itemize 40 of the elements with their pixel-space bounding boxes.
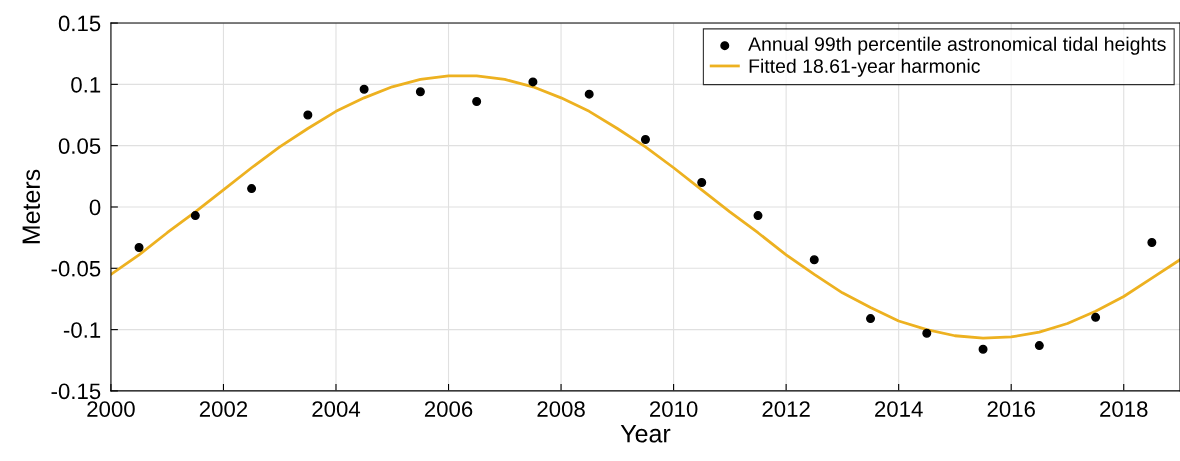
- legend-label: Fitted 18.61-year harmonic: [749, 58, 980, 77]
- point: [415, 87, 425, 97]
- point: [1034, 341, 1044, 351]
- x-tick-label: 2000: [87, 401, 135, 417]
- y-tick-label: 0.15: [58, 15, 101, 32]
- point: [359, 84, 369, 94]
- x-tick-label: 2002: [199, 401, 248, 417]
- point: [1091, 312, 1101, 322]
- y-tick-label: 0: [89, 199, 101, 216]
- point: [472, 97, 482, 107]
- point: [247, 184, 257, 194]
- point: [753, 211, 763, 221]
- point: [866, 314, 876, 324]
- y-tick-label: -0.1: [63, 322, 101, 338]
- point: [303, 110, 313, 120]
- x-tick-label: 2012: [762, 401, 810, 417]
- x-tick-label: 2014: [875, 401, 923, 417]
- x-axis-title: Year: [620, 425, 671, 443]
- x-tick-label: 2018: [1100, 401, 1148, 417]
- x-tick-label: 2008: [537, 401, 585, 417]
- y-tick-label: 0.1: [71, 76, 101, 93]
- x-tick-label: 2004: [312, 401, 361, 417]
- point: [922, 328, 932, 338]
- x-tick-label: 2006: [424, 401, 473, 417]
- point: [809, 255, 819, 265]
- point: [584, 89, 594, 99]
- x-tick-label: 2010: [650, 401, 698, 417]
- point: [528, 77, 538, 87]
- point: [697, 177, 707, 187]
- point: [190, 211, 200, 221]
- point: [1147, 238, 1157, 248]
- point: [640, 135, 650, 145]
- y-axis-title: Meters: [22, 169, 41, 244]
- y-tick-label: -0.05: [51, 260, 101, 277]
- point: [134, 242, 144, 252]
- point: [978, 344, 988, 354]
- y-tick-label: -0.15: [51, 383, 101, 400]
- y-tick-label: 0.05: [58, 138, 101, 154]
- x-tick-label: 2016: [987, 401, 1035, 417]
- legend-label: Annual 99th percentile astronomical tidal heights: [748, 36, 1166, 55]
